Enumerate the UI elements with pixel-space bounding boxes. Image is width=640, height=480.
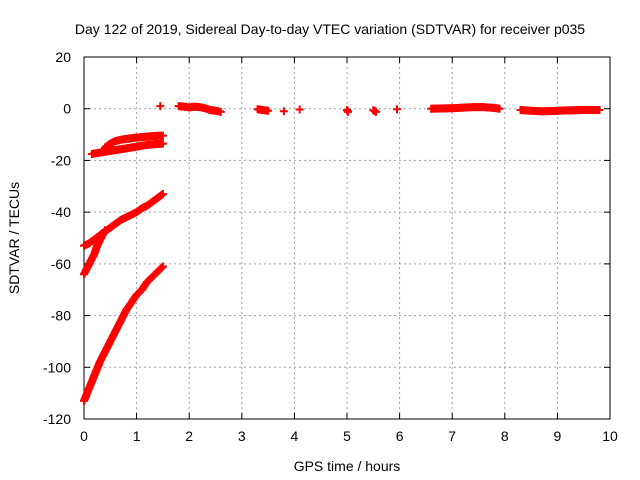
x-tick-label: 1 — [133, 428, 141, 444]
y-tick-label: -100 — [43, 359, 71, 375]
data-point-marker — [158, 139, 167, 148]
data-series — [87, 139, 167, 158]
y-tick-label: -20 — [51, 152, 71, 168]
chart-title: Day 122 of 2019, Sidereal Day-to-day VTE… — [75, 21, 585, 37]
y-tick-label: -120 — [43, 411, 71, 427]
data-point-marker — [279, 107, 288, 116]
x-tick-label: 10 — [602, 428, 618, 444]
data-point-marker — [495, 104, 504, 113]
data-point-marker — [264, 106, 273, 115]
x-tick-label: 0 — [80, 428, 88, 444]
data-series — [174, 102, 225, 116]
data-series — [369, 106, 380, 116]
x-tick-label: 8 — [501, 428, 509, 444]
x-tick-label: 3 — [238, 428, 246, 444]
data-series — [253, 105, 273, 115]
y-tick-label: 0 — [63, 101, 71, 117]
x-tick-label: 6 — [396, 428, 404, 444]
y-tick-label: -40 — [51, 204, 71, 220]
data-series — [516, 106, 604, 116]
axis-ticks: 0 1 2 3 4 5 6 7 8 9 10 -120 -100 -80 -60 -40 -20 0 20 — [43, 49, 618, 444]
y-tick-label: -80 — [51, 308, 71, 324]
y-tick-label: -60 — [51, 256, 71, 272]
data-point-marker — [216, 107, 225, 116]
data-series — [427, 103, 504, 113]
data-point-marker — [295, 105, 304, 114]
data-series — [343, 106, 353, 116]
x-tick-label: 9 — [554, 428, 562, 444]
data-point-marker — [157, 263, 166, 272]
data-series — [279, 107, 288, 116]
data-point-marker — [371, 107, 380, 116]
x-tick-label: 7 — [448, 428, 456, 444]
y-tick-label: 20 — [55, 49, 71, 65]
grid-lines — [84, 57, 610, 419]
data-point-marker — [156, 102, 165, 111]
x-tick-label: 5 — [343, 428, 351, 444]
data-point-marker — [344, 107, 353, 116]
data-point-marker — [595, 106, 604, 115]
x-tick-label: 4 — [291, 428, 299, 444]
data-point-marker — [158, 262, 167, 271]
data-series — [392, 105, 401, 114]
y-axis-title: SDTVAR / TECUs — [6, 182, 22, 294]
data-series — [295, 105, 304, 114]
x-tick-label: 2 — [185, 428, 193, 444]
data-series — [101, 131, 167, 152]
data-point-marker — [392, 105, 401, 114]
data-point-marker — [158, 131, 167, 140]
data-series — [80, 190, 167, 250]
x-axis-title: GPS time / hours — [294, 458, 401, 474]
data-point-marker — [158, 190, 167, 199]
data-series — [156, 102, 165, 111]
data-series — [80, 262, 167, 405]
data-points — [80, 102, 604, 405]
